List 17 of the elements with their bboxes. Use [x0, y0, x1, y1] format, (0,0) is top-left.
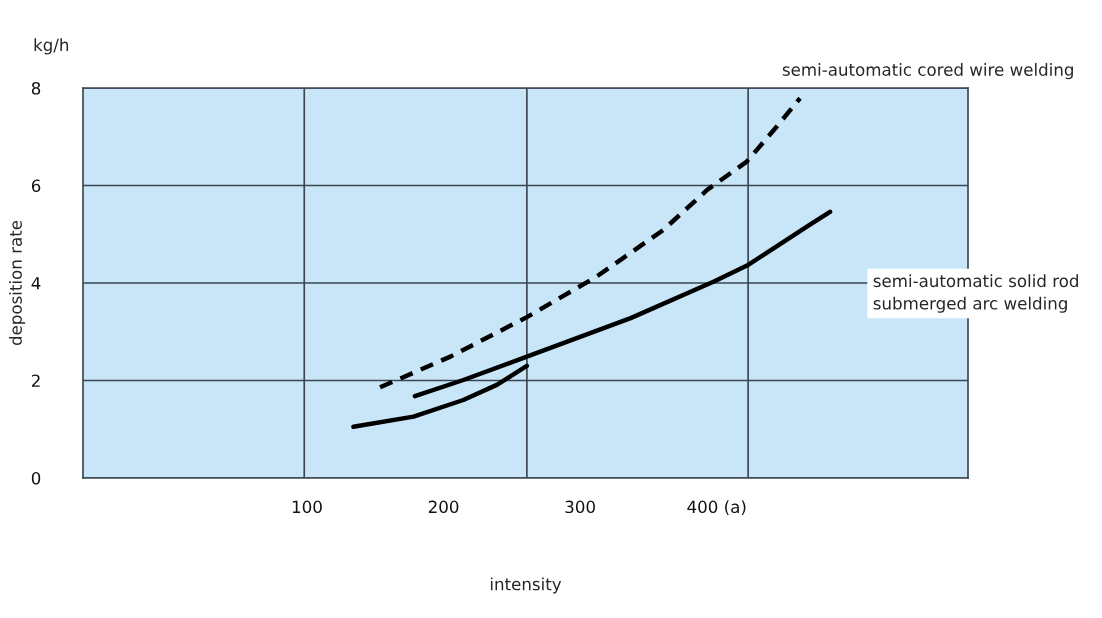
y-tick-label: 0 [31, 471, 41, 485]
text: semi-automatic cored wire welding [782, 63, 1073, 80]
line-series [412, 209, 833, 399]
line-series [351, 363, 530, 430]
text: kg/h [34, 38, 69, 55]
y-tick-label: 8 [31, 81, 41, 95]
annotation: semi-automatic solid rod submerged arc welding [873, 274, 1078, 313]
x-tick-label: 100 [292, 500, 322, 514]
x-axis-title: intensity [490, 577, 562, 594]
y-tick-label: 2 [31, 374, 40, 387]
y-axis-title: deposition rate [9, 220, 26, 346]
x-tick-label: 300 [565, 500, 595, 514]
x-tick-label: 400 (a) [687, 500, 746, 516]
y-tick-label: 6 [31, 179, 41, 193]
y-tick-label: 4 [31, 277, 41, 290]
x-tick-label: 200 [428, 500, 459, 514]
line-series [377, 96, 803, 390]
